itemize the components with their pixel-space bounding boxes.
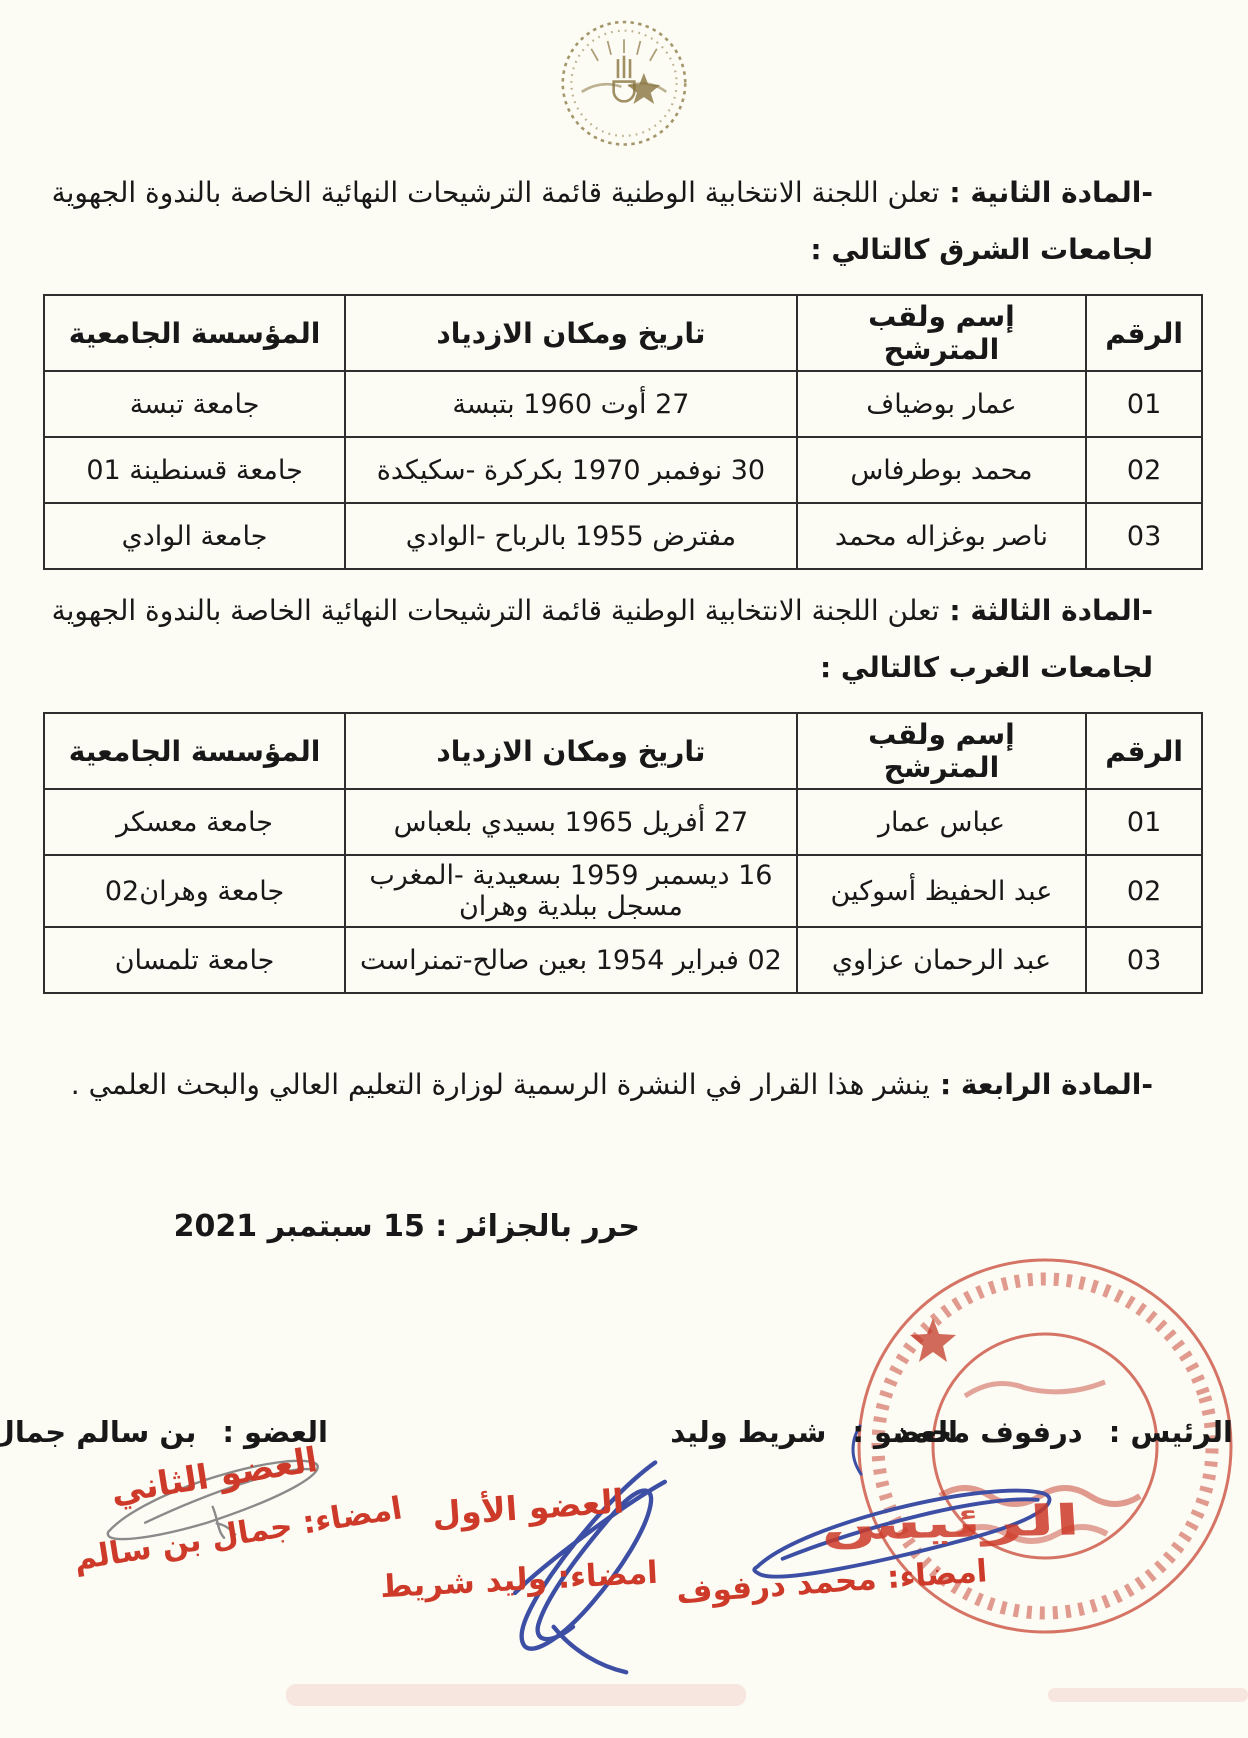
member-second-name: بن سالم جمال: [0, 1415, 197, 1449]
cell-name: عباس عمار: [795, 788, 1088, 856]
cell-name: عمار بوضياف: [795, 370, 1088, 438]
col-header-institution: المؤسسة الجامعية: [42, 712, 347, 790]
president-role-label: الرئيس :: [1108, 1415, 1233, 1449]
cell-name: عبد الرحمان عزاوي: [795, 926, 1088, 994]
member-second-signature-scribble: [82, 1433, 345, 1571]
cell-birth: 27 أوت 1960 بتبسة: [344, 370, 798, 438]
article-fourth-body: ينشر هذا القرار في النشرة الرسمية لوزارة…: [70, 1068, 930, 1101]
cell-birth: 16 ديسمبر 1959 بسعيدية -المغرب مسجل ببلد…: [344, 854, 798, 928]
signature-title-president: الرئيس : درفوف محمد: [895, 1415, 1233, 1449]
member-first-pen-mark: [846, 1422, 868, 1484]
article-fourth-paragraph: -المادة الرابعة : ينشر هذا القرار في النش…: [71, 1056, 1153, 1113]
col-header-name: إسم ولقب المترشح: [795, 712, 1088, 790]
cell-institution: جامعة الوادي: [42, 502, 347, 570]
cell-name: ناصر بوغزاله محمد: [795, 502, 1088, 570]
cell-number: 03: [1085, 926, 1203, 994]
col-header-birth: تاريخ ومكان الازدياد: [344, 712, 798, 790]
scan-smudge: [286, 1684, 746, 1706]
table-row: 01 عباس عمار 27 أفريل 1965 بسيدي بلعباس …: [42, 788, 1203, 856]
cell-number: 02: [1085, 436, 1203, 504]
cell-birth: 30 نوفمبر 1970 بكركرة -سكيكدة: [344, 436, 798, 504]
cell-number: 02: [1085, 854, 1203, 928]
west-candidates-table: الرقم إسم ولقب المترشح تاريخ ومكان الازد…: [42, 712, 1203, 994]
cell-birth: 02 فبراير 1954 بعين صالح-تمنراست: [344, 926, 798, 994]
col-header-name: إسم ولقب المترشح: [795, 294, 1088, 372]
signature-title-member-first: العضو : شريط وليد: [670, 1415, 958, 1449]
cell-birth: مفترض 1955 بالرباح -الوادي: [344, 502, 798, 570]
cell-institution: جامعة قسنطينة 01: [42, 436, 347, 504]
cell-name: محمد بوطرفاس: [795, 436, 1088, 504]
col-header-institution: المؤسسة الجامعية: [42, 294, 347, 372]
article-third-paragraph: -المادة الثالثة : تعلن اللجنة الانتخابية …: [52, 582, 1153, 639]
cell-number: 03: [1085, 502, 1203, 570]
member-second-role-label: العضو :: [222, 1415, 328, 1449]
col-header-birth: تاريخ ومكان الازدياد: [344, 294, 798, 372]
article-third-line2: لجامعات الغرب كالتالي :: [819, 651, 1153, 684]
col-header-number: الرقم: [1085, 712, 1203, 790]
article-second-paragraph: -المادة الثانية : تعلن اللجنة الانتخابية …: [52, 164, 1153, 221]
col-header-number: الرقم: [1085, 294, 1203, 372]
scan-smudge: [1048, 1688, 1248, 1702]
table-header-row: الرقم إسم ولقب المترشح تاريخ ومكان الازد…: [42, 712, 1203, 790]
signature-title-member-second: العضو : بن سالم جمال: [0, 1415, 328, 1449]
signatures-zone: الرئيس : درفوف محمد العضو : شريط وليد العض…: [0, 1244, 1248, 1706]
article-third-label: -المادة الثالثة :: [949, 594, 1153, 627]
president-hand-role: الرئيس: [818, 1495, 1082, 1550]
article-third-body: تعلن اللجنة الانتخابية الوطنية قائمة الت…: [51, 594, 940, 627]
president-round-stamp-icon: [845, 1246, 1245, 1650]
table-row: 02 عبد الحفيظ أسوكين 16 ديسمبر 1959 بسعي…: [42, 854, 1203, 928]
cell-institution: جامعة تبسة: [42, 370, 347, 438]
cell-number: 01: [1085, 788, 1203, 856]
article-second-label: -المادة الثانية :: [949, 176, 1153, 209]
member-first-name: شريط وليد: [670, 1415, 827, 1449]
article-second-body: تعلن اللجنة الانتخابية الوطنية قائمة الت…: [51, 176, 940, 209]
cell-institution: جامعة تلمسان: [42, 926, 347, 994]
table-row: 02 محمد بوطرفاس 30 نوفمبر 1970 بكركرة -س…: [42, 436, 1203, 504]
cell-institution: جامعة معسكر: [42, 788, 347, 856]
cell-name: عبد الحفيظ أسوكين: [795, 854, 1088, 928]
article-fourth-label: -المادة الرابعة :: [939, 1068, 1153, 1101]
cell-number: 01: [1085, 370, 1203, 438]
table-row: 03 ناصر بوغزاله محمد مفترض 1955 بالرباح …: [42, 502, 1203, 570]
article-second-line2: لجامعات الشرق كالتالي :: [810, 233, 1153, 266]
table-row: 01 عمار بوضياف 27 أوت 1960 بتبسة جامعة ت…: [42, 370, 1203, 438]
cell-birth: 27 أفريل 1965 بسيدي بلعباس: [344, 788, 798, 856]
cell-institution: جامعة وهران02: [42, 854, 347, 928]
member-first-role-label: العضو :: [852, 1415, 958, 1449]
table-header-row: الرقم إسم ولقب المترشح تاريخ ومكان الازد…: [42, 294, 1203, 372]
table-row: 03 عبد الرحمان عزاوي 02 فبراير 1954 بعين…: [42, 926, 1203, 994]
member-first-signature-scribble: [455, 1448, 691, 1684]
issued-date-line: حرر بالجزائر : 15 سبتمبر 2021: [173, 1209, 640, 1244]
east-candidates-table: الرقم إسم ولقب المترشح تاريخ ومكان الازد…: [42, 294, 1203, 570]
algeria-national-emblem-icon: [0, 0, 1248, 158]
president-name: درفوف محمد: [895, 1415, 1083, 1449]
president-signature-scribble: [729, 1471, 1072, 1600]
